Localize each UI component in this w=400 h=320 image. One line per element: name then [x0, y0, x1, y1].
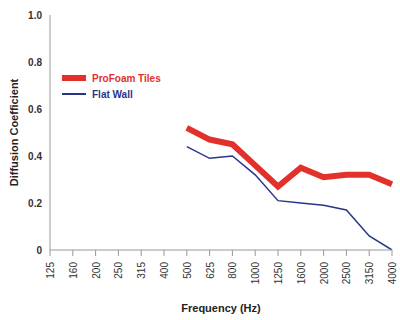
svg-text:400: 400 [159, 262, 170, 279]
svg-text:500: 500 [182, 262, 193, 279]
svg-text:315: 315 [136, 262, 147, 279]
svg-text:1000: 1000 [250, 262, 261, 285]
svg-text:1.0: 1.0 [28, 10, 42, 21]
svg-text:0: 0 [36, 245, 42, 256]
svg-text:Diffusion Coefficient: Diffusion Coefficient [8, 78, 20, 186]
svg-text:0.2: 0.2 [28, 198, 42, 209]
svg-text:0.4: 0.4 [28, 151, 42, 162]
svg-text:625: 625 [205, 262, 216, 279]
svg-text:1600: 1600 [296, 262, 307, 285]
html-text:ProFoam Tiles: ProFoam Tiles [92, 72, 161, 84]
svg-text:250: 250 [113, 262, 124, 279]
html-text:Flat Wall: Flat Wall [92, 88, 133, 100]
svg-text:800: 800 [227, 262, 238, 279]
svg-text:2500: 2500 [341, 262, 352, 285]
svg-text:0.8: 0.8 [28, 57, 42, 68]
svg-text:4000: 4000 [387, 262, 392, 285]
svg-text:3150: 3150 [364, 262, 375, 285]
svg-text:0.6: 0.6 [28, 104, 42, 115]
svg-text:160: 160 [68, 262, 79, 279]
svg-text:200: 200 [91, 262, 102, 279]
svg-text:125: 125 [45, 262, 56, 279]
svg-text:Frequency (Hz): Frequency (Hz) [181, 302, 261, 314]
svg-text:2000: 2000 [319, 262, 330, 285]
svg-text:1250: 1250 [273, 262, 284, 285]
